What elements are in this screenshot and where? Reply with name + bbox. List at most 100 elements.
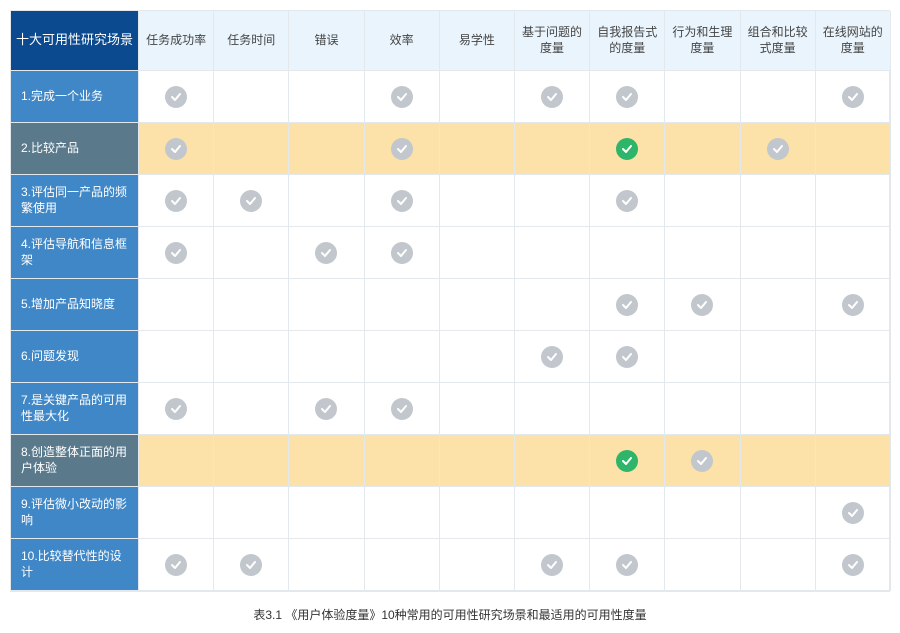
table-cell	[365, 227, 440, 279]
check-icon	[165, 242, 187, 264]
row-header: 2.比较产品	[11, 123, 139, 175]
column-header: 任务成功率	[139, 11, 214, 71]
table-cell	[590, 279, 665, 331]
table-cell	[741, 227, 816, 279]
table-cell	[741, 123, 816, 175]
check-icon	[165, 190, 187, 212]
table-cell	[816, 487, 891, 539]
table-cell	[365, 435, 440, 487]
table-cell	[139, 487, 214, 539]
table-cell	[515, 227, 590, 279]
table-cell	[590, 487, 665, 539]
table-cell	[139, 331, 214, 383]
check-icon	[616, 554, 638, 576]
table-cell	[214, 383, 289, 435]
column-header: 基于问题的度量	[515, 11, 590, 71]
check-icon	[691, 450, 713, 472]
check-icon	[315, 242, 337, 264]
table-cell	[590, 331, 665, 383]
check-icon	[240, 554, 262, 576]
row-header: 9.评估微小改动的影响	[11, 487, 139, 539]
table-cell	[515, 71, 590, 123]
check-icon	[616, 138, 638, 160]
table-caption: 表3.1 《用户体验度量》10种常用的可用性研究场景和最适用的可用性度量	[10, 606, 890, 623]
check-icon	[391, 138, 413, 160]
check-icon	[616, 294, 638, 316]
table-cell	[515, 383, 590, 435]
table-cell	[289, 487, 364, 539]
row-header: 10.比较替代性的设计	[11, 539, 139, 591]
table-cell	[741, 383, 816, 435]
table-cell	[665, 227, 740, 279]
table-cell	[590, 175, 665, 227]
table-cell	[214, 539, 289, 591]
column-header: 效率	[365, 11, 440, 71]
check-icon	[691, 294, 713, 316]
table-cell	[365, 487, 440, 539]
table-cell	[365, 279, 440, 331]
check-icon	[541, 86, 563, 108]
table-cell	[816, 123, 891, 175]
table-cell	[515, 123, 590, 175]
table-cell	[665, 123, 740, 175]
table-cell	[590, 71, 665, 123]
table-cell	[440, 123, 515, 175]
row-header: 4.评估导航和信息框架	[11, 227, 139, 279]
table-cell	[139, 123, 214, 175]
row-header: 1.完成一个业务	[11, 71, 139, 123]
table-cell	[365, 71, 440, 123]
column-header: 行为和生理度量	[665, 11, 740, 71]
table-cell	[515, 435, 590, 487]
table-cell	[365, 539, 440, 591]
check-icon	[767, 138, 789, 160]
table-cell	[214, 435, 289, 487]
table-cell	[741, 71, 816, 123]
table-cell	[741, 331, 816, 383]
table-cell	[741, 175, 816, 227]
table-cell	[515, 487, 590, 539]
check-icon	[391, 190, 413, 212]
table-cell	[289, 175, 364, 227]
check-icon	[616, 190, 638, 212]
check-icon	[541, 346, 563, 368]
table-cell	[440, 539, 515, 591]
row-header: 8.创造整体正面的用户体验	[11, 435, 139, 487]
table-cell	[590, 123, 665, 175]
column-header-corner: 十大可用性研究场景	[11, 11, 139, 71]
usability-matrix-table: 十大可用性研究场景任务成功率任务时间错误效率易学性基于问题的度量自我报告式的度量…	[10, 10, 890, 623]
table-cell	[816, 175, 891, 227]
table-cell	[665, 539, 740, 591]
column-header: 错误	[289, 11, 364, 71]
check-icon	[165, 398, 187, 420]
check-icon	[391, 398, 413, 420]
table-cell	[214, 227, 289, 279]
check-icon	[391, 242, 413, 264]
table-cell	[515, 539, 590, 591]
check-icon	[616, 86, 638, 108]
check-icon	[616, 450, 638, 472]
table-cell	[139, 539, 214, 591]
check-icon	[240, 190, 262, 212]
table-cell	[365, 383, 440, 435]
table-cell	[590, 383, 665, 435]
table-cell	[214, 71, 289, 123]
table-cell	[816, 279, 891, 331]
table-cell	[665, 71, 740, 123]
table-cell	[214, 487, 289, 539]
column-header: 易学性	[440, 11, 515, 71]
table-cell	[515, 279, 590, 331]
table-cell	[440, 71, 515, 123]
table-cell	[816, 383, 891, 435]
table-cell	[289, 227, 364, 279]
table-cell	[590, 435, 665, 487]
table-cell	[139, 435, 214, 487]
table-cell	[816, 227, 891, 279]
table-cell	[289, 539, 364, 591]
check-icon	[842, 294, 864, 316]
table-cell	[515, 175, 590, 227]
table-cell	[365, 175, 440, 227]
table-cell	[665, 331, 740, 383]
table-cell	[139, 279, 214, 331]
table-cell	[741, 539, 816, 591]
table-cell	[440, 331, 515, 383]
